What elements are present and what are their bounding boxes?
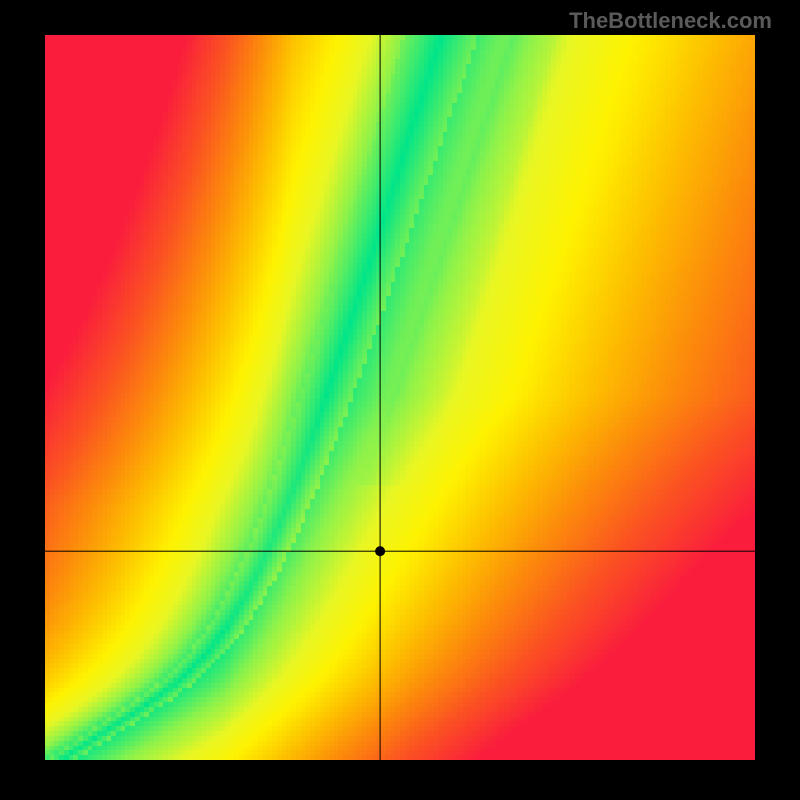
bottleneck-heatmap: [0, 0, 800, 800]
watermark-label: TheBottleneck.com: [569, 8, 772, 34]
